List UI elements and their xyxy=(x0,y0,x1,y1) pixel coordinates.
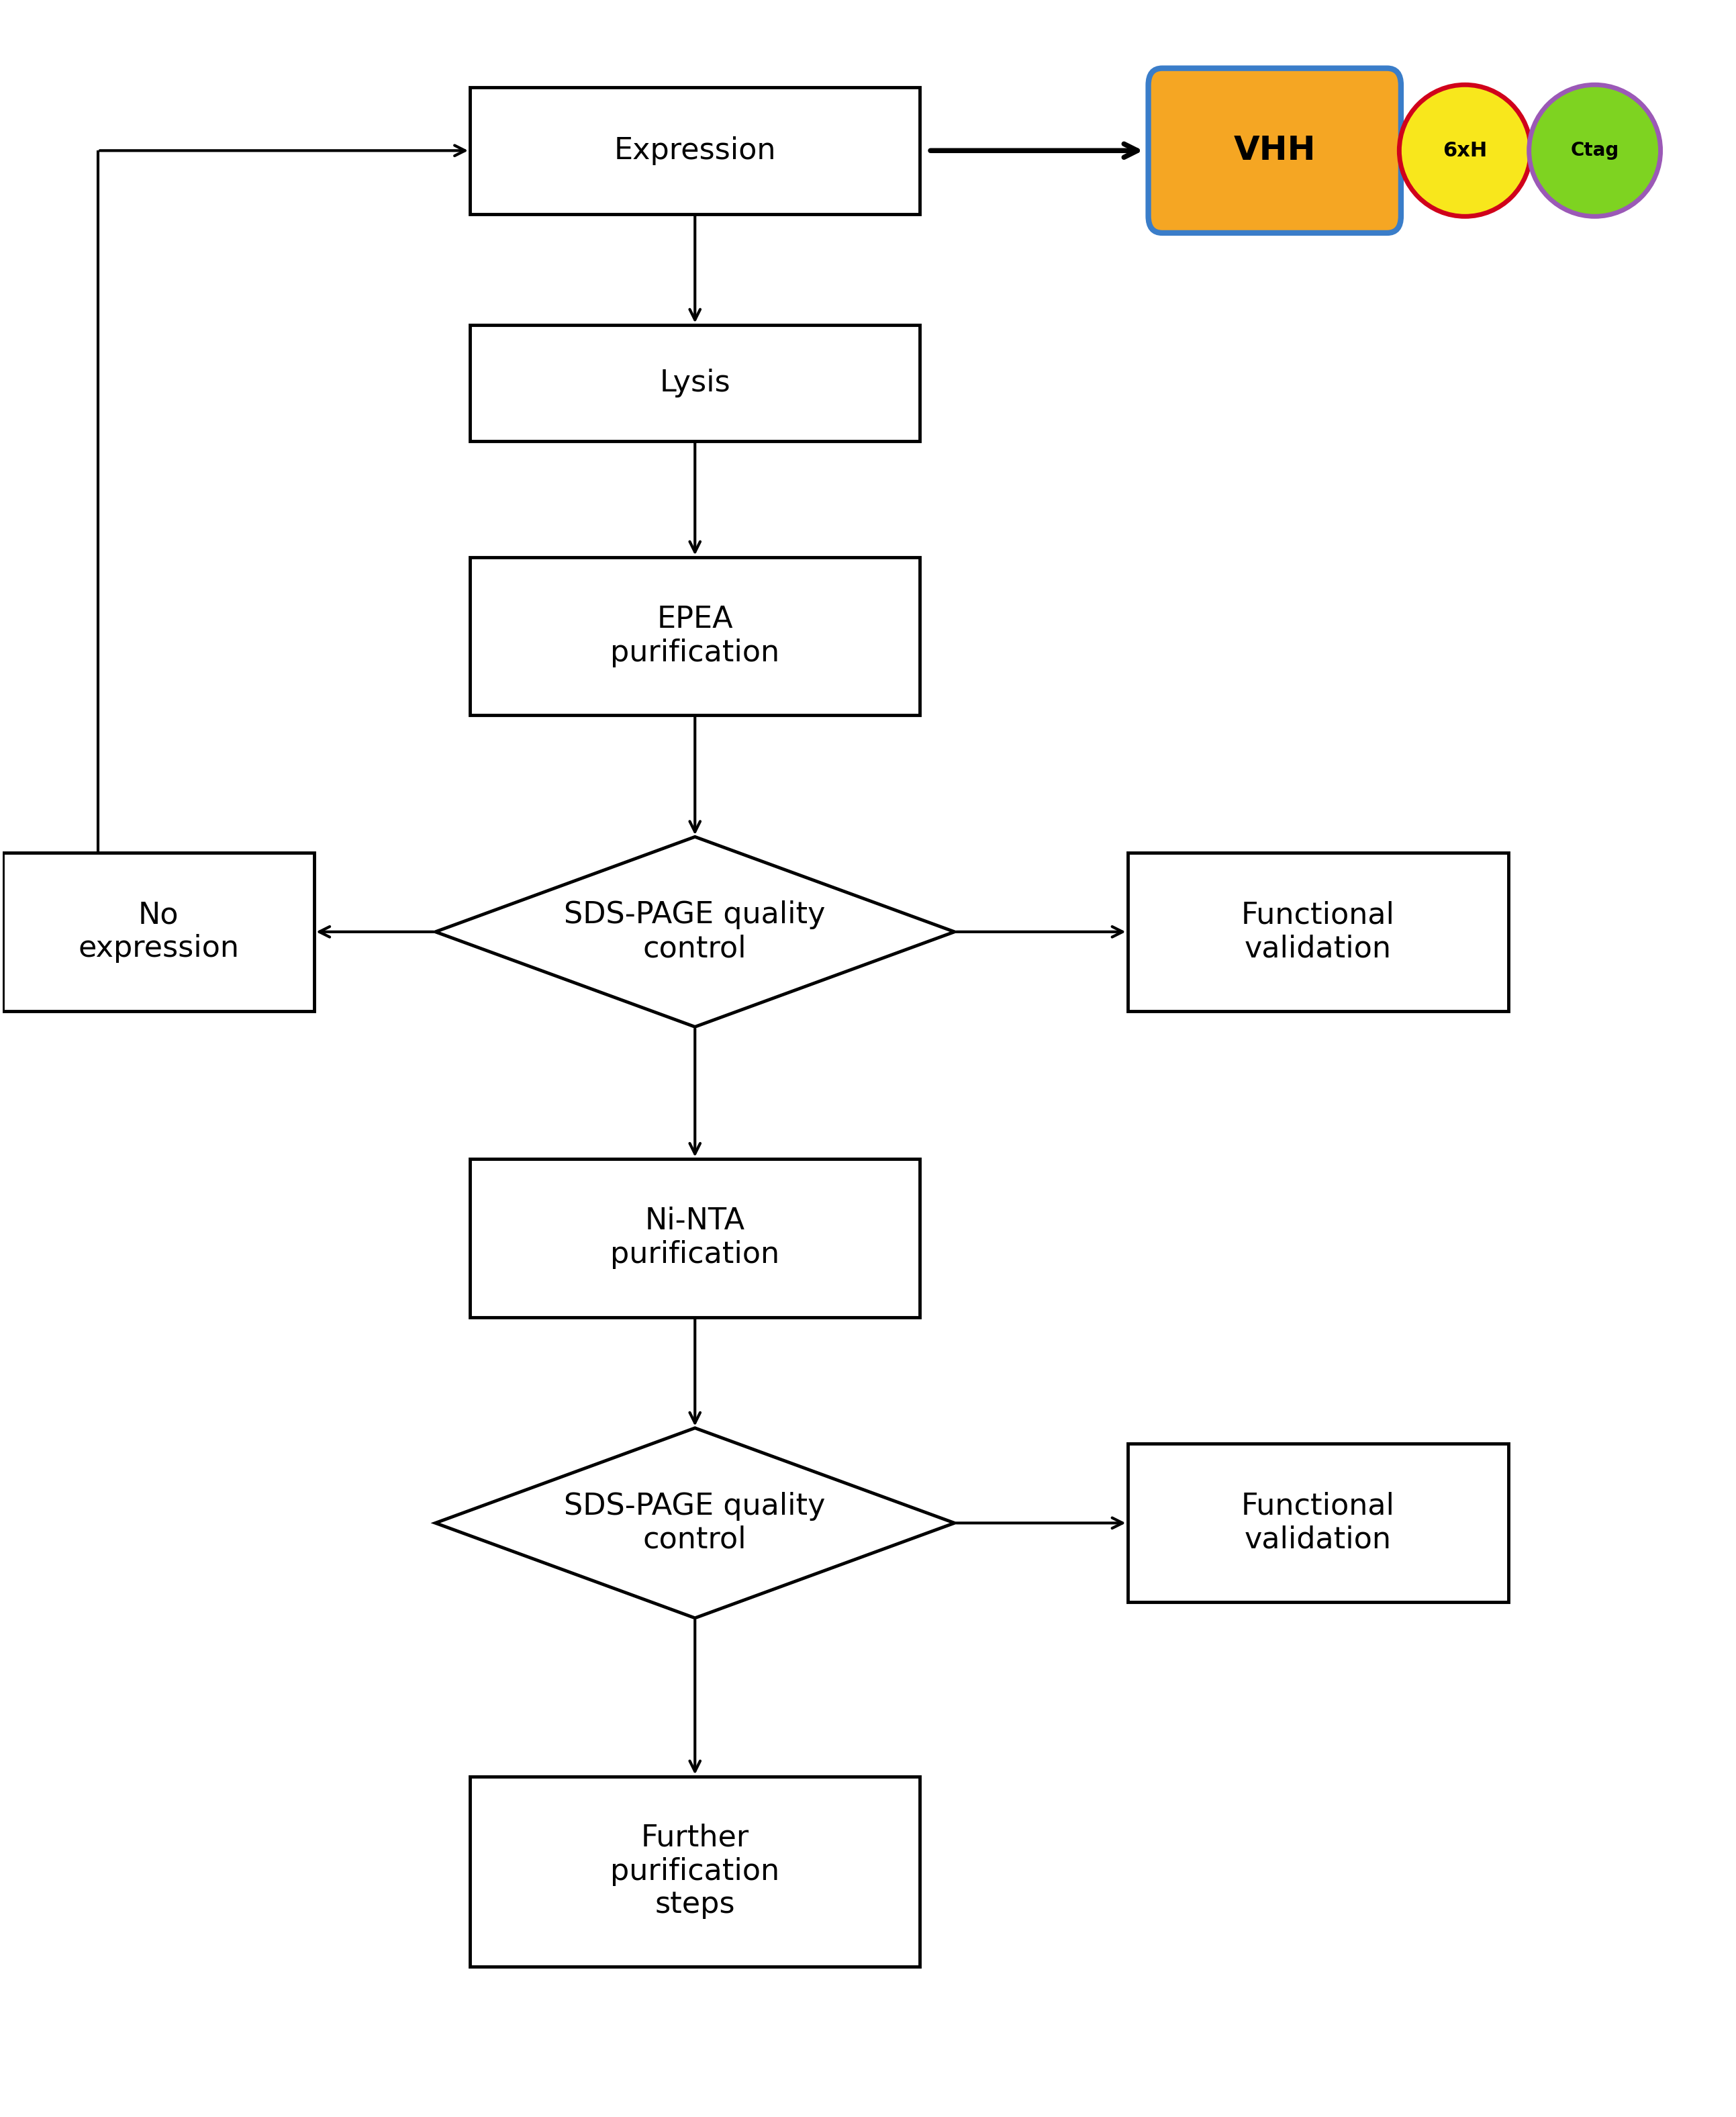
FancyBboxPatch shape xyxy=(470,1776,920,1967)
Ellipse shape xyxy=(1399,85,1531,216)
Polygon shape xyxy=(436,836,955,1027)
FancyBboxPatch shape xyxy=(470,87,920,214)
Ellipse shape xyxy=(1529,85,1661,216)
FancyBboxPatch shape xyxy=(470,324,920,440)
Text: VHH: VHH xyxy=(1234,135,1316,167)
Text: No
expression: No expression xyxy=(78,900,240,963)
Text: SDS-PAGE quality
control: SDS-PAGE quality control xyxy=(564,900,826,963)
FancyBboxPatch shape xyxy=(1147,68,1401,233)
Text: Ni-NTA
purification: Ni-NTA purification xyxy=(611,1207,779,1268)
FancyBboxPatch shape xyxy=(470,1158,920,1317)
Text: 6xH: 6xH xyxy=(1443,142,1488,161)
Text: Expression: Expression xyxy=(615,135,776,165)
Text: Lysis: Lysis xyxy=(660,368,731,398)
FancyBboxPatch shape xyxy=(3,853,314,1012)
Text: Functional
validation: Functional validation xyxy=(1241,900,1394,963)
Text: Functional
validation: Functional validation xyxy=(1241,1492,1394,1554)
FancyBboxPatch shape xyxy=(470,557,920,716)
Text: EPEA
purification: EPEA purification xyxy=(611,605,779,667)
Text: SDS-PAGE quality
control: SDS-PAGE quality control xyxy=(564,1492,826,1554)
FancyBboxPatch shape xyxy=(1128,1444,1509,1603)
Polygon shape xyxy=(436,1429,955,1617)
Text: Further
purification
steps: Further purification steps xyxy=(611,1823,779,1920)
FancyBboxPatch shape xyxy=(1128,853,1509,1012)
Text: Ctag: Ctag xyxy=(1571,142,1620,161)
